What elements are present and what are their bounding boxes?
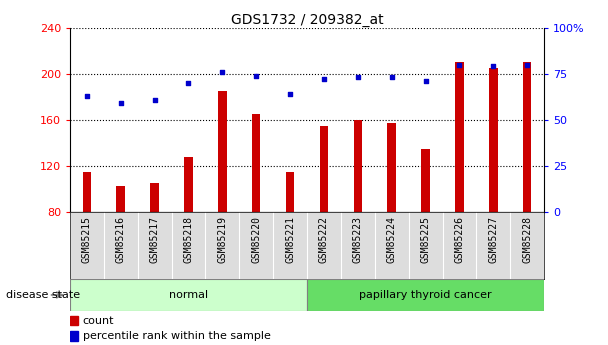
Text: GSM85218: GSM85218	[184, 216, 193, 263]
Text: GSM85227: GSM85227	[488, 216, 499, 263]
Bar	[489, 68, 497, 212]
Bar	[286, 172, 294, 212]
Bar	[83, 172, 91, 212]
Point	[285, 91, 295, 97]
Point	[251, 73, 261, 78]
Text: GSM85224: GSM85224	[387, 216, 397, 263]
Text: count: count	[83, 316, 114, 325]
Point	[522, 62, 532, 67]
Text: GSM85225: GSM85225	[421, 216, 430, 263]
Bar	[218, 91, 227, 212]
Text: GSM85217: GSM85217	[150, 216, 160, 263]
Text: percentile rank within the sample: percentile rank within the sample	[83, 331, 271, 341]
Text: GSM85226: GSM85226	[454, 216, 465, 263]
Point	[387, 75, 396, 80]
Bar	[354, 120, 362, 212]
Bar	[455, 62, 464, 212]
Text: papillary thyroid cancer: papillary thyroid cancer	[359, 290, 492, 300]
Bar	[252, 114, 260, 212]
Point	[218, 69, 227, 75]
Point	[319, 77, 329, 82]
Bar	[150, 183, 159, 212]
Bar	[117, 186, 125, 212]
Text: GSM85219: GSM85219	[217, 216, 227, 263]
Text: disease state: disease state	[6, 290, 80, 300]
Bar	[70, 331, 78, 341]
Point	[353, 75, 363, 80]
Point	[488, 63, 498, 69]
Point	[455, 62, 465, 67]
Text: GSM85215: GSM85215	[82, 216, 92, 263]
Point	[116, 100, 126, 106]
Bar	[70, 316, 78, 325]
Title: GDS1732 / 209382_at: GDS1732 / 209382_at	[230, 12, 384, 27]
Text: GSM85216: GSM85216	[116, 216, 126, 263]
Bar	[320, 126, 328, 212]
Text: GSM85221: GSM85221	[285, 216, 295, 263]
Point	[421, 78, 430, 84]
Bar	[307, 279, 544, 311]
Text: GSM85222: GSM85222	[319, 216, 329, 263]
Bar	[523, 62, 531, 212]
Text: GSM85220: GSM85220	[251, 216, 261, 263]
Bar	[387, 124, 396, 212]
Point	[150, 97, 159, 102]
Point	[184, 80, 193, 86]
Bar	[421, 149, 430, 212]
Text: GSM85228: GSM85228	[522, 216, 532, 263]
Bar	[70, 279, 307, 311]
Text: GSM85223: GSM85223	[353, 216, 363, 263]
Point	[82, 93, 92, 99]
Bar	[184, 157, 193, 212]
Text: normal: normal	[169, 290, 208, 300]
